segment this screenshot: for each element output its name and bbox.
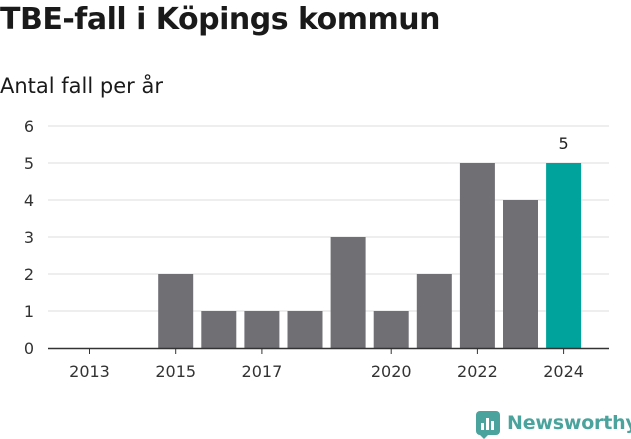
- bar-2023: [503, 200, 538, 348]
- bar-2024: [546, 163, 582, 348]
- x-tick-label: 2015: [155, 362, 196, 381]
- bar-2021: [416, 274, 452, 348]
- bar-2016: [201, 311, 237, 348]
- x-tick-label: 2020: [371, 362, 412, 381]
- y-axis-ticks: 0 1 2 3 4 5 6: [24, 117, 34, 358]
- y-tick-label: 0: [24, 339, 34, 358]
- y-tick-label: 1: [24, 302, 34, 321]
- brand-name: Newsworthy: [507, 412, 631, 434]
- x-axis-ticks: 2013 2015 2017 2020 2022 2024: [69, 348, 584, 381]
- bar-2018: [287, 311, 323, 348]
- x-tick-label: 2024: [543, 362, 584, 381]
- bar-2015: [158, 274, 194, 348]
- chart-title: TBE-fall i Köpings kommun: [0, 2, 441, 37]
- bar-2020: [373, 311, 409, 348]
- y-tick-label: 5: [24, 154, 34, 173]
- x-tick-label: 2017: [242, 362, 283, 381]
- bar-2017: [244, 311, 280, 348]
- y-tick-label: 6: [24, 117, 34, 136]
- y-tick-label: 3: [24, 228, 34, 247]
- bars: [158, 163, 582, 348]
- bar-2019: [330, 237, 366, 348]
- data-label: 5: [559, 134, 569, 153]
- x-tick-label: 2013: [69, 362, 110, 381]
- y-tick-label: 4: [24, 191, 34, 210]
- y-tick-label: 2: [24, 265, 34, 284]
- chart-subtitle: Antal fall per år: [0, 74, 163, 98]
- bar-2022: [459, 163, 495, 348]
- x-tick-label: 2022: [457, 362, 498, 381]
- newsworthy-bar-chart-icon: [476, 411, 500, 439]
- newsworthy-logo: Newsworthy: [476, 408, 631, 439]
- data-labels: 5: [559, 134, 569, 153]
